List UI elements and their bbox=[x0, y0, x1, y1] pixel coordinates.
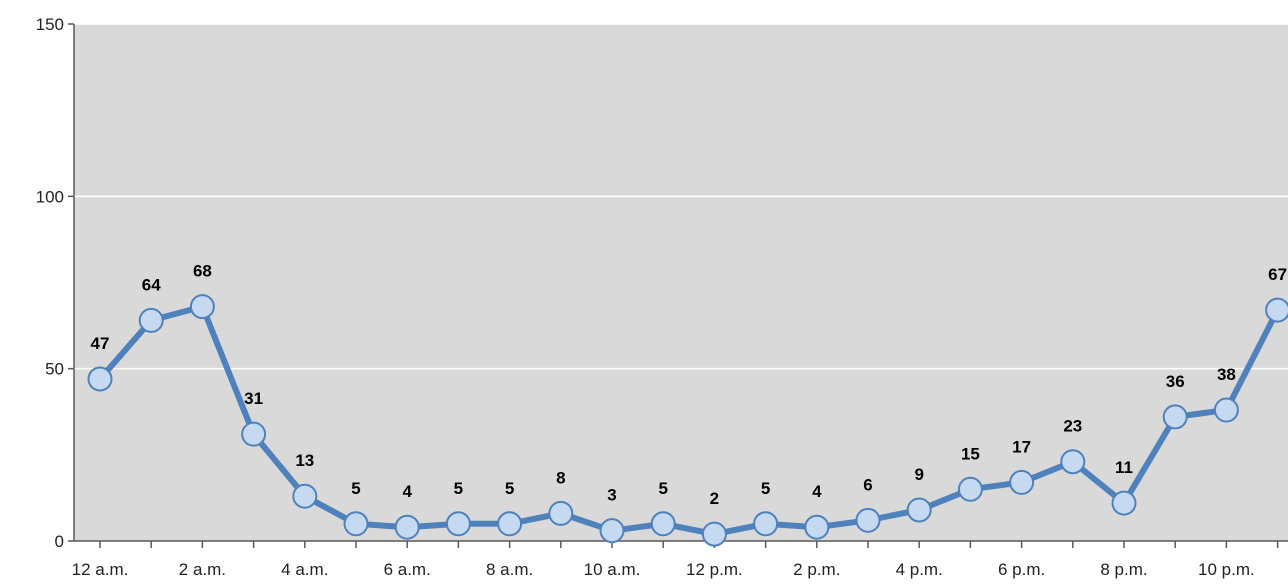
x-tick-label: 2 a.m. bbox=[179, 560, 226, 579]
data-point bbox=[189, 294, 215, 320]
data-label: 31 bbox=[244, 389, 263, 408]
data-point bbox=[87, 366, 113, 392]
x-tick-label: 4 p.m. bbox=[896, 560, 943, 579]
y-tick-label: 150 bbox=[36, 15, 64, 34]
data-label: 36 bbox=[1166, 372, 1185, 391]
data-label: 13 bbox=[295, 451, 314, 470]
data-label: 23 bbox=[1063, 417, 1082, 436]
data-label: 68 bbox=[193, 262, 212, 281]
x-tick-label: 4 a.m. bbox=[281, 560, 328, 579]
data-label: 6 bbox=[863, 475, 872, 494]
data-point bbox=[1009, 469, 1035, 495]
data-point bbox=[445, 511, 471, 537]
x-tick-label: 10 p.m. bbox=[1198, 560, 1255, 579]
data-point bbox=[394, 514, 420, 540]
data-point bbox=[1213, 397, 1239, 423]
data-label: 15 bbox=[961, 444, 980, 463]
y-axis-ticks: 0 50 100 150 bbox=[36, 15, 74, 551]
data-label: 5 bbox=[351, 479, 360, 498]
data-labels: 47 64 68 31 13 5 4 5 5 8 3 5 2 5 4 6 9 15 17 23 11 36 38 67 bbox=[91, 262, 1288, 508]
data-label: 8 bbox=[556, 468, 565, 487]
y-tick-label: 50 bbox=[45, 360, 64, 379]
data-point bbox=[599, 518, 625, 544]
x-tick-label: 6 p.m. bbox=[998, 560, 1045, 579]
x-tick-label: 12 a.m. bbox=[72, 560, 129, 579]
data-point bbox=[957, 476, 983, 502]
data-markers bbox=[87, 294, 1288, 547]
data-point bbox=[1111, 490, 1137, 516]
x-tick-label: 8 p.m. bbox=[1100, 560, 1147, 579]
data-point bbox=[138, 307, 164, 333]
data-point bbox=[1162, 404, 1188, 430]
data-label: 11 bbox=[1115, 458, 1133, 477]
data-point bbox=[906, 497, 932, 523]
data-point bbox=[292, 483, 318, 509]
data-point bbox=[753, 511, 779, 537]
data-point bbox=[548, 500, 574, 526]
data-point bbox=[701, 521, 727, 547]
data-label: 47 bbox=[91, 334, 110, 353]
data-label: 5 bbox=[454, 479, 463, 498]
x-tick-label: 6 a.m. bbox=[384, 560, 431, 579]
data-point bbox=[241, 421, 267, 447]
x-axis-ticks: 12 a.m. 2 a.m. 4 a.m. 6 a.m. 8 a.m. 10 a.m. 12… bbox=[72, 541, 1279, 579]
data-label: 5 bbox=[761, 479, 770, 498]
data-label: 67 bbox=[1268, 265, 1287, 284]
data-point bbox=[1265, 297, 1288, 323]
data-label: 38 bbox=[1217, 365, 1236, 384]
data-point bbox=[804, 514, 830, 540]
data-label: 5 bbox=[505, 479, 514, 498]
data-point bbox=[650, 511, 676, 537]
data-point bbox=[343, 511, 369, 537]
x-tick-label: 8 a.m. bbox=[486, 560, 533, 579]
data-label: 9 bbox=[914, 465, 923, 484]
data-label: 3 bbox=[607, 486, 616, 505]
y-tick-label: 100 bbox=[36, 187, 64, 206]
x-tick-label: 10 a.m. bbox=[584, 560, 641, 579]
data-label: 2 bbox=[710, 489, 719, 508]
plot-area bbox=[74, 24, 1288, 541]
data-label: 64 bbox=[142, 275, 161, 294]
data-point bbox=[1060, 449, 1086, 475]
y-tick-label: 0 bbox=[55, 532, 64, 551]
data-label: 4 bbox=[812, 482, 822, 501]
data-point bbox=[497, 511, 523, 537]
data-label: 5 bbox=[658, 479, 667, 498]
gridlines bbox=[74, 23, 1288, 370]
data-label: 4 bbox=[402, 482, 412, 501]
data-label: 17 bbox=[1012, 437, 1031, 456]
x-tick-label: 2 p.m. bbox=[793, 560, 840, 579]
data-point bbox=[855, 507, 881, 533]
x-tick-label: 12 p.m. bbox=[686, 560, 743, 579]
